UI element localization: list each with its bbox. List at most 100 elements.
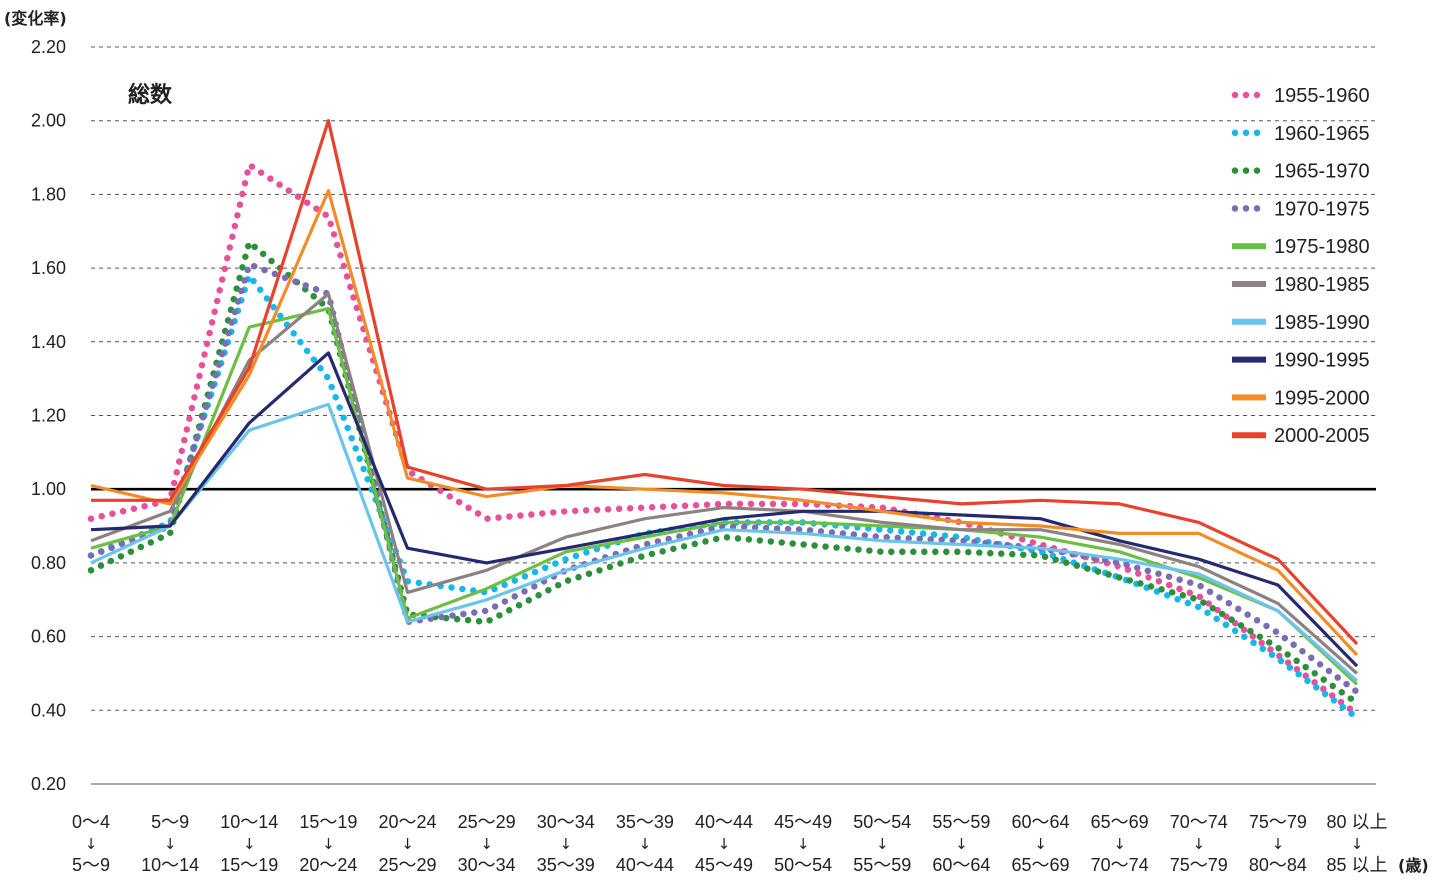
legend-label: 1980-1985 — [1274, 274, 1370, 296]
x-tick-label-top: 70～74 — [1170, 812, 1228, 832]
legend-item: 1995-2000 — [1232, 387, 1370, 409]
legend-item: 1970-1975 — [1231, 198, 1370, 220]
arrow-icon: ↓ — [322, 835, 335, 853]
x-tick-label-bottom: 55～59 — [853, 855, 911, 875]
x-tick-label-bottom: 10～14 — [141, 855, 199, 875]
arrow-icon: ↓ — [164, 835, 177, 853]
x-tick-label-bottom: 50～54 — [774, 855, 832, 875]
x-tick-label-bottom: 70～74 — [1091, 855, 1149, 875]
y-axis-label: (変化率) — [4, 9, 67, 28]
x-tick-label-bottom: 25～29 — [378, 855, 436, 875]
arrow-icon: ↓ — [85, 835, 98, 853]
x-tick-label-bottom: 45～49 — [695, 855, 753, 875]
series-line — [90, 351, 1359, 668]
legend-label: 1965-1970 — [1274, 161, 1370, 183]
y-tick-label: 0.40 — [31, 700, 66, 720]
arrow-icon: ↓ — [1034, 835, 1047, 853]
legend-label: 1995-2000 — [1274, 387, 1370, 409]
legend-item: 1980-1985 — [1232, 274, 1370, 296]
x-tick-label-top: 50～54 — [853, 812, 911, 832]
x-tick-label-bottom: 15～19 — [220, 855, 278, 875]
y-tick-label: 1.00 — [31, 479, 66, 499]
y-tick-label: 0.60 — [31, 627, 66, 647]
y-tick-label: 1.60 — [31, 258, 66, 278]
y-tick-label: 0.80 — [31, 553, 66, 573]
arrow-icon: ↓ — [876, 835, 889, 853]
legend-item: 1965-1970 — [1231, 161, 1370, 183]
y-tick-label: 2.20 — [31, 37, 66, 57]
series-line — [87, 239, 1361, 707]
x-tick-label-bottom: 60～64 — [932, 855, 990, 875]
y-tick-label: 1.80 — [31, 184, 66, 204]
x-tick-label-bottom: 40～44 — [616, 855, 674, 875]
x-tick-label-top: 0～4 — [72, 812, 110, 832]
legend-label: 1975-1980 — [1274, 236, 1370, 258]
arrow-icon: ↓ — [480, 835, 493, 853]
legend-label: 1970-1975 — [1274, 198, 1370, 220]
x-tick-label-bottom: 30～34 — [458, 855, 516, 875]
x-tick-label-top: 55～59 — [932, 812, 990, 832]
arrow-icon: ↓ — [955, 835, 968, 853]
arrow-icon: ↓ — [718, 835, 731, 853]
series-line — [90, 307, 1359, 686]
legend-label: 1960-1965 — [1274, 123, 1370, 145]
chart-title: 総数 — [128, 82, 173, 108]
series-line — [87, 261, 1361, 696]
x-tick-label-top: 20～24 — [378, 812, 436, 832]
x-tick-label-bottom: 80～84 — [1249, 855, 1307, 875]
arrow-icon: ↓ — [1113, 835, 1126, 853]
gridlines — [91, 46, 1376, 785]
x-tick-label-top: 65～69 — [1091, 812, 1149, 832]
arrow-icon: ↓ — [797, 835, 810, 853]
legend-item: 1960-1965 — [1231, 123, 1370, 145]
y-tick-label: 2.00 — [31, 111, 66, 131]
x-tick-label-bottom: 20～24 — [299, 855, 357, 875]
series-line — [87, 161, 1361, 718]
arrow-icon: ↓ — [559, 835, 572, 853]
y-tick-labels: 0.20 0.40 0.60 0.80 1.00 1.20 1.40 1.60 1.80 2.00… — [31, 37, 66, 794]
legend-label: 2000-2005 — [1274, 425, 1370, 447]
x-tick-label-top: 45～49 — [774, 812, 832, 832]
arrow-icon: ↓ — [1192, 835, 1205, 853]
x-tick-label-top: 75～79 — [1249, 812, 1307, 832]
legend-item: 1955-1960 — [1231, 85, 1370, 107]
series-line — [91, 119, 1359, 646]
y-tick-label: 1.40 — [31, 332, 66, 352]
arrow-icon: ↓ — [1272, 835, 1285, 853]
x-tick-label-top: 80 以上 — [1326, 812, 1387, 832]
x-axis-unit: (歳) — [1398, 856, 1429, 875]
x-tick-label-top: 30～34 — [537, 812, 595, 832]
legend-label: 1955-1960 — [1274, 85, 1370, 107]
legend: 1955-1960 1960-1965 1965-1970 1970-1975 1975… — [1231, 85, 1370, 447]
x-tick-label-top: 5～9 — [151, 812, 189, 832]
legend-item: 1975-1980 — [1232, 236, 1370, 258]
legend-item: 1985-1990 — [1232, 312, 1370, 334]
x-tick-labels: 0～4 ↓ 5～9 5～9 ↓ 10～14 10～14 ↓ 15～19 15～19 ↓ 20～24 20… — [72, 812, 1388, 875]
legend-label: 1985-1990 — [1274, 312, 1370, 334]
series-line — [90, 402, 1359, 682]
x-tick-label-top: 40～44 — [695, 812, 753, 832]
x-tick-label-bottom: 35～39 — [537, 855, 595, 875]
arrow-icon: ↓ — [243, 835, 256, 853]
y-tick-label: 1.20 — [31, 406, 66, 426]
arrow-icon: ↓ — [401, 835, 414, 853]
legend-item: 1990-1995 — [1232, 350, 1370, 372]
series-lines — [87, 119, 1361, 721]
arrow-icon: ↓ — [639, 835, 652, 853]
series-line — [90, 292, 1359, 675]
series-line — [90, 189, 1359, 657]
x-tick-label-bottom: 65～69 — [1011, 855, 1069, 875]
x-tick-label-bottom: 85 以上 — [1326, 855, 1387, 875]
x-tick-label-top: 10～14 — [220, 812, 278, 832]
legend-label: 1990-1995 — [1274, 350, 1370, 372]
legend-item: 2000-2005 — [1232, 425, 1370, 447]
x-tick-label-top: 25～29 — [458, 812, 516, 832]
x-tick-label-top: 35～39 — [616, 812, 674, 832]
x-tick-label-bottom: 5～9 — [72, 855, 110, 875]
x-tick-label-top: 15～19 — [299, 812, 357, 832]
arrow-icon: ↓ — [1351, 835, 1364, 853]
y-tick-label: 0.20 — [31, 774, 66, 794]
x-tick-label-top: 60～64 — [1011, 812, 1069, 832]
x-tick-label-bottom: 75～79 — [1170, 855, 1228, 875]
